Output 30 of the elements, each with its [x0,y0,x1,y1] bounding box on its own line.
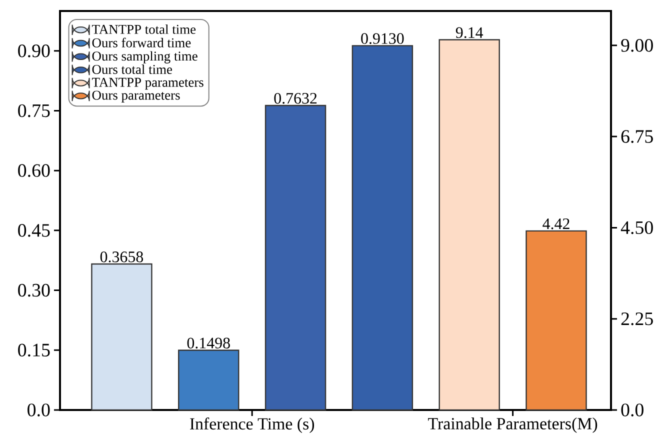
legend-label: Ours forward time [92,38,191,48]
bar [352,45,414,411]
legend-label: Ours total time [92,64,172,74]
x-tick-label: Inference Time (s) [190,418,314,434]
y-tick-label: 0.30 [18,284,50,297]
y-tick-label: 0.15 [18,344,50,357]
legend-label: TANTPP total time [92,24,196,34]
legend-label: Ours sampling time [92,51,198,64]
x-tick-label: Trainable Parameters(M) [428,418,598,433]
y-tick-label: 0.60 [18,164,50,178]
data-label: 0.7632 [274,92,317,104]
bar [91,263,152,411]
legend-label: TANTPP parameters [92,78,204,90]
y2-tick-label: 4.50 [620,221,653,234]
data-label: 0.3658 [100,252,144,262]
y-tick-label: 0.75 [18,104,50,118]
y2-tick-label: 0.0 [621,404,644,416]
bar [264,104,326,411]
y2-tick-label: 9.00 [621,38,653,52]
y-tick-label: 0.90 [18,44,50,58]
data-label: 4.42 [542,218,570,230]
data-label: 0.9130 [361,33,404,44]
y2-tick-label: 6.75 [621,130,653,143]
data-label: 9.14 [456,27,484,38]
legend-label: Ours parameters [92,90,180,102]
y-tick-label: 0.45 [18,224,50,237]
y2-tick-label: 2.25 [621,312,653,326]
y-tick-label: 0.0 [28,404,50,416]
data-label: 0.1498 [187,338,230,349]
bar [178,350,240,411]
